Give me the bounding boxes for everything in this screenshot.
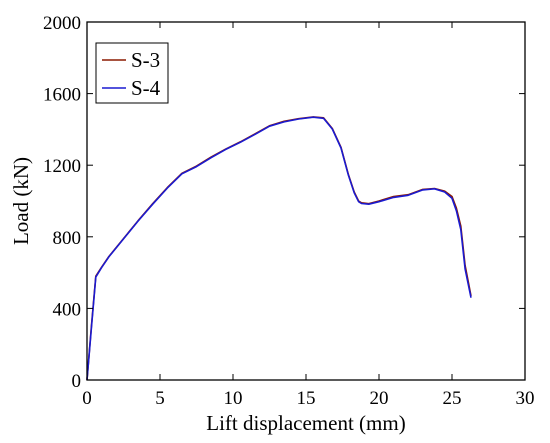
y-tick-label: 1200 <box>43 156 81 177</box>
axis-ticks <box>86 21 526 381</box>
y-tick-label: 1600 <box>43 85 81 106</box>
x-tick-label: 25 <box>443 388 462 409</box>
y-tick-label: 400 <box>53 299 82 320</box>
tick-labels: 0 5 10 15 20 25 30 0 400 800 1200 1600 2000 <box>43 13 535 409</box>
series-line-s-3 <box>86 116 472 381</box>
legend-label-s4: S-4 <box>131 76 161 100</box>
y-tick-label: 0 <box>72 371 82 392</box>
y-axis-title: Load (kN) <box>9 157 33 245</box>
y-tick-label: 2000 <box>43 13 81 34</box>
y-tick-label: 800 <box>53 228 82 249</box>
x-tick-label: 10 <box>224 388 243 409</box>
x-tick-label: 5 <box>155 388 165 409</box>
x-tick-label: 0 <box>82 388 92 409</box>
x-tick-label: 15 <box>297 388 316 409</box>
series-line-s-4 <box>86 116 472 381</box>
x-tick-label: 20 <box>370 388 389 409</box>
plot-lines <box>86 116 472 381</box>
x-axis-title: Lift displacement (mm) <box>206 411 405 435</box>
legend: S-3 S-4 <box>95 42 169 104</box>
legend-label-s3: S-3 <box>131 48 160 72</box>
legend-box <box>95 42 169 104</box>
x-tick-label: 30 <box>516 388 535 409</box>
